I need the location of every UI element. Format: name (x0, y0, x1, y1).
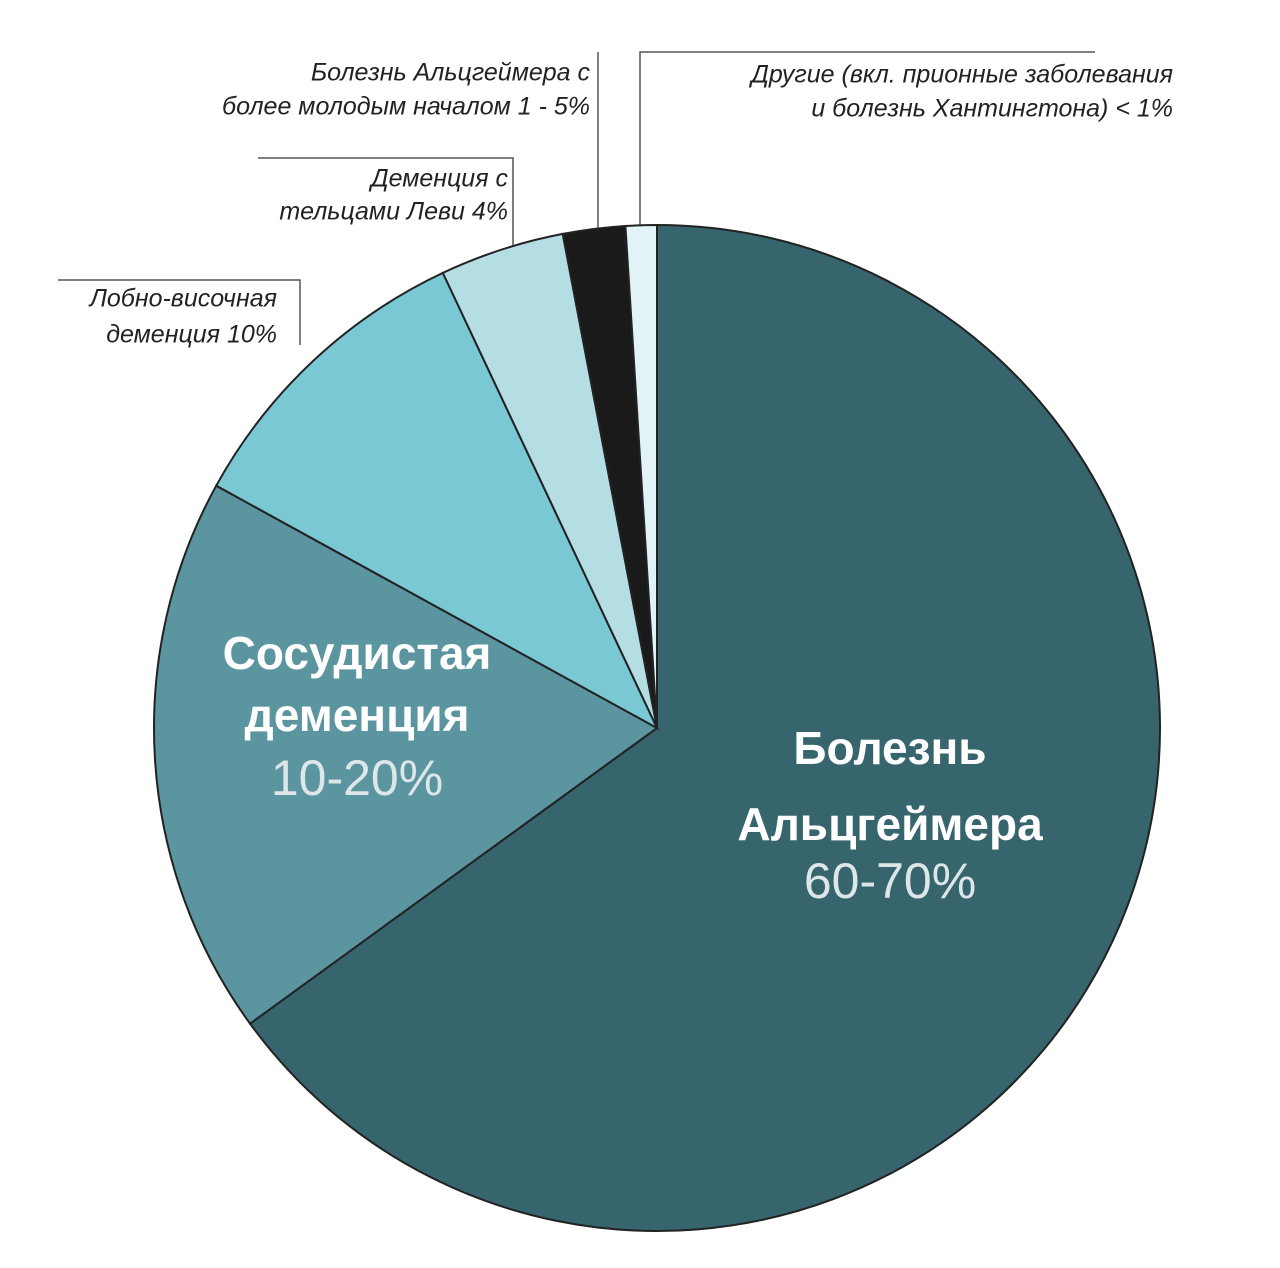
slice-label: Деменция с (368, 165, 509, 193)
leader-line (258, 157, 514, 248)
slice-label: Сосудистая (223, 627, 492, 679)
slice-label: Другие (вкл. прионные заболевания (748, 61, 1173, 89)
value-label: 10-20% (271, 750, 443, 806)
slice-label: тельцами Леви 4% (279, 198, 508, 226)
slice-label: Лобно-височная (88, 285, 277, 313)
slice-label: деменция (245, 689, 470, 741)
pie-slice (214, 271, 660, 731)
slice-label: Болезнь Альцгеймера с (311, 59, 591, 87)
slice-label: более молодым началом 1 - 5% (222, 93, 590, 121)
slice-label: и болезнь Хантингтона) < 1% (811, 95, 1173, 123)
slice-label: Альцгеймера (737, 798, 1043, 850)
slice-label: деменция 10% (106, 321, 277, 349)
leader-line (639, 51, 1095, 228)
pie-slice (248, 223, 1161, 1232)
leader-line (58, 279, 301, 345)
value-label: 60-70% (804, 853, 976, 909)
pie-slice (624, 223, 658, 729)
slice-label: Болезнь (793, 722, 986, 774)
pie-slice (153, 484, 659, 1026)
